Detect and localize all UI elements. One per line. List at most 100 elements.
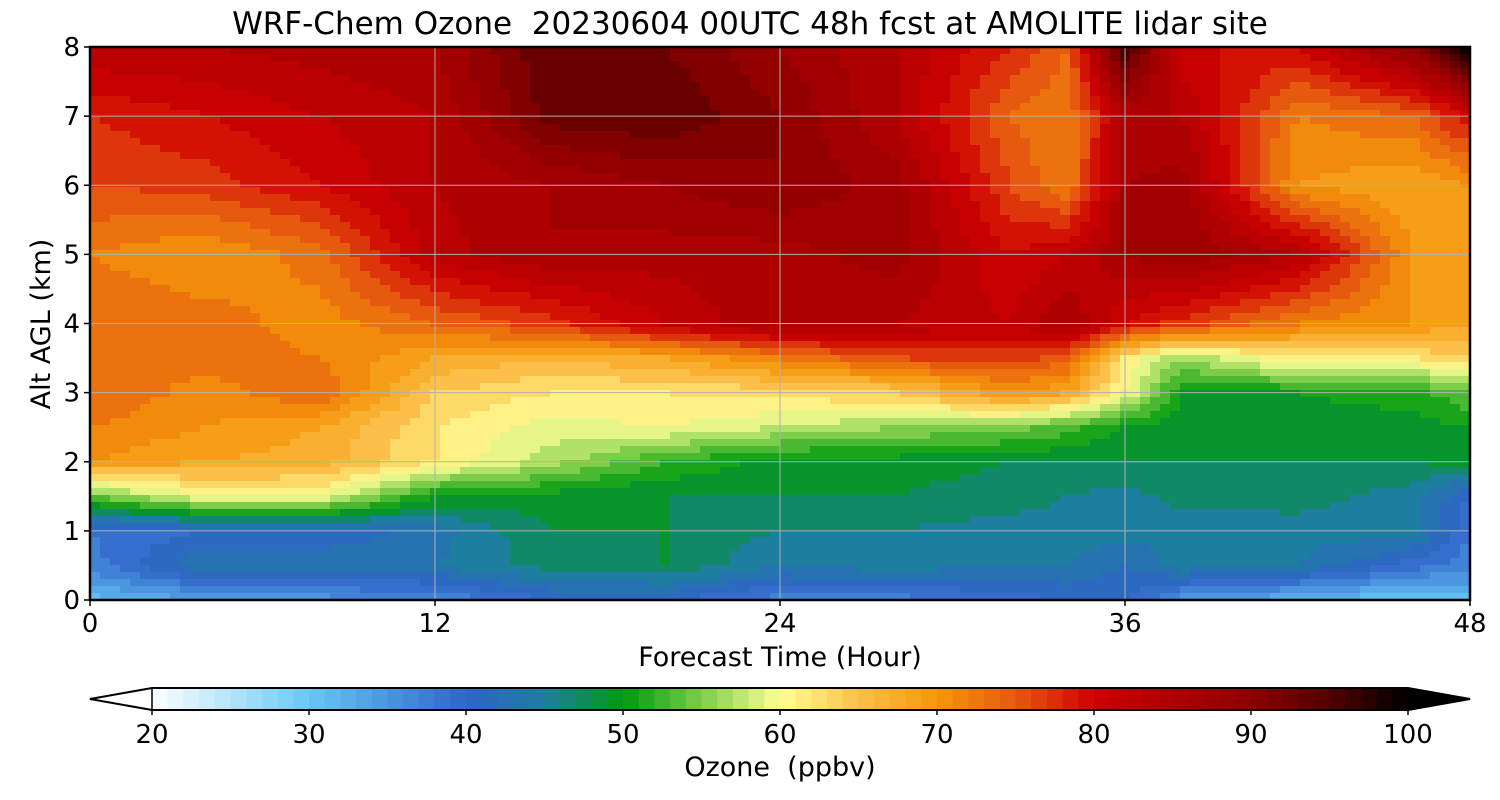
- ozone-cell: [980, 47, 991, 55]
- ozone-cell: [1090, 173, 1101, 181]
- ozone-cell: [1190, 131, 1201, 139]
- ozone-cell: [1440, 117, 1451, 125]
- ozone-cell: [720, 54, 731, 62]
- ozone-cell: [450, 159, 461, 167]
- ozone-cell: [1400, 166, 1411, 174]
- ozone-cell: [180, 75, 191, 83]
- ozone-cell: [620, 117, 631, 125]
- ozone-cell: [100, 285, 111, 293]
- ozone-cell: [190, 278, 201, 286]
- ozone-cell: [1330, 194, 1341, 202]
- ozone-cell: [690, 278, 701, 286]
- ozone-cell: [210, 194, 221, 202]
- ozone-cell: [670, 194, 681, 202]
- ozone-cell: [1150, 82, 1161, 90]
- ozone-cell: [1370, 61, 1381, 69]
- ozone-cell: [670, 285, 681, 293]
- ozone-cell: [1330, 236, 1341, 244]
- ozone-cell: [1290, 124, 1301, 132]
- ozone-cell: [770, 229, 781, 237]
- ozone-cell: [540, 47, 551, 55]
- ozone-cell: [210, 201, 221, 209]
- ozone-cell: [1030, 292, 1041, 300]
- ozone-cell: [1200, 278, 1211, 286]
- ozone-cell: [1160, 180, 1171, 188]
- ozone-cell: [370, 54, 381, 62]
- ozone-cell: [1410, 208, 1421, 216]
- ozone-cell: [730, 271, 741, 279]
- ozone-cell: [1190, 243, 1201, 251]
- ozone-cell: [1110, 117, 1121, 125]
- ozone-cell: [940, 117, 951, 125]
- ozone-cell: [1360, 75, 1371, 83]
- ozone-cell: [1160, 152, 1171, 160]
- ozone-cell: [890, 222, 901, 230]
- ozone-cell: [1190, 145, 1201, 153]
- ozone-cell: [720, 215, 731, 223]
- ozone-cell: [540, 278, 551, 286]
- ozone-cell: [460, 47, 471, 55]
- ozone-cell: [1300, 292, 1311, 300]
- ozone-cell: [250, 173, 261, 181]
- ozone-cell: [1350, 152, 1361, 160]
- ozone-cell: [380, 103, 391, 111]
- ozone-cell: [290, 229, 301, 237]
- ozone-cell: [1220, 124, 1231, 132]
- ozone-cell: [1070, 152, 1081, 160]
- ozone-cell: [1290, 110, 1301, 118]
- ozone-cell: [180, 236, 191, 244]
- ozone-cell: [150, 173, 161, 181]
- ozone-cell: [710, 138, 721, 146]
- ozone-cell: [400, 292, 411, 300]
- ozone-cell: [760, 229, 771, 237]
- ozone-cell: [870, 75, 881, 83]
- ozone-cell: [740, 96, 751, 104]
- ozone-cell: [1170, 222, 1181, 230]
- ozone-cell: [1170, 145, 1181, 153]
- ozone-cell: [1380, 96, 1391, 104]
- ozone-cell: [1350, 96, 1361, 104]
- ozone-cell: [780, 285, 791, 293]
- ozone-cell: [780, 187, 791, 195]
- ozone-cell: [1360, 194, 1371, 202]
- ozone-cell: [200, 187, 211, 195]
- ozone-cell: [470, 271, 481, 279]
- ozone-cell: [180, 187, 191, 195]
- ozone-cell: [1450, 117, 1461, 125]
- ozone-cell: [1420, 82, 1431, 90]
- ozone-cell: [1210, 229, 1221, 237]
- ozone-cell: [1130, 278, 1141, 286]
- ozone-cell: [700, 89, 711, 97]
- ozone-cell: [1310, 194, 1321, 202]
- ozone-cell: [1100, 166, 1111, 174]
- ozone-cell: [960, 47, 971, 55]
- ozone-cell: [1250, 152, 1261, 160]
- ozone-cell: [1300, 194, 1311, 202]
- ozone-cell: [710, 257, 721, 265]
- ozone-cell: [470, 243, 481, 251]
- ozone-cell: [470, 264, 481, 272]
- ozone-cell: [870, 159, 881, 167]
- ozone-cell: [660, 159, 671, 167]
- ozone-cell: [680, 243, 691, 251]
- ozone-cell: [1350, 54, 1361, 62]
- ozone-cell: [600, 47, 611, 55]
- ozone-cell: [1100, 194, 1111, 202]
- ozone-cell: [390, 166, 401, 174]
- ozone-cell: [340, 131, 351, 139]
- ozone-cell: [1440, 208, 1451, 216]
- ozone-cell: [140, 187, 151, 195]
- ozone-cell: [1060, 292, 1071, 300]
- ozone-cell: [200, 264, 211, 272]
- ozone-cell: [110, 194, 121, 202]
- ozone-cell: [160, 208, 171, 216]
- ozone-cell: [1000, 117, 1011, 125]
- ozone-cell: [200, 138, 211, 146]
- ozone-cell: [1210, 82, 1221, 90]
- ozone-cell: [1010, 103, 1021, 111]
- ozone-cell: [270, 124, 281, 132]
- ozone-cell: [1210, 124, 1221, 132]
- ozone-cell: [210, 82, 221, 90]
- ozone-cell: [920, 292, 931, 300]
- ozone-cell: [1150, 54, 1161, 62]
